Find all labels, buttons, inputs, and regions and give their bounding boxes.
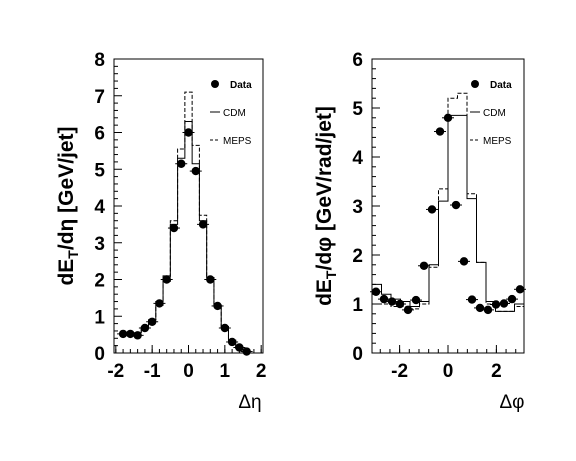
eta-ylabel-sub: T (65, 250, 81, 259)
eta-x-tick-label: 2 (256, 361, 267, 382)
eta-y-tick-label: 2 (94, 271, 105, 292)
phi-ylabel-sub: T (323, 270, 339, 279)
phi-y-axis-label: dET/dφ [GeV/rad/jet] (313, 106, 339, 306)
phi-ylabel-main: dE (313, 279, 336, 306)
eta-ylabel-main: dE (55, 259, 78, 286)
phi-legend: Data CDM MEPS (470, 80, 512, 147)
phi-x-tick-label: -2 (391, 361, 408, 382)
eta-panel: 0 1 2 3 4 5 6 7 8 -2 -1 0 1 2 Data CDM MEPS Δη dET/dη… (55, 50, 266, 413)
phi-y-tick-label: 0 (352, 344, 363, 365)
phi-x-axis-label: Δφ (499, 392, 524, 413)
eta-legend: Data CDM MEPS (210, 80, 252, 147)
eta-y-axis-label: dET/dη [GeV/jet] (55, 126, 81, 285)
eta-y-tick-label: 6 (94, 124, 105, 145)
legend-meps-label: MEPS (483, 136, 512, 147)
eta-x-tick-label: -2 (107, 361, 124, 382)
eta-y-tick-label: 1 (94, 307, 105, 328)
phi-x-tick-label: 2 (491, 361, 502, 382)
eta-plot-frame (113, 58, 264, 354)
legend-data-marker (211, 80, 219, 88)
legend-cdm-label: CDM (223, 108, 246, 119)
phi-y-tick-label: 5 (352, 99, 363, 120)
eta-y-tick-label: 5 (94, 160, 105, 181)
eta-meps-histogram (119, 91, 251, 353)
eta-x-tick-label: -1 (144, 361, 161, 382)
phi-panel: 0 1 2 3 4 5 6 -2 0 2 Data CDM MEPS Δφ dET/dφ [GeV… (313, 50, 526, 413)
eta-y-tick-label: 8 (94, 50, 105, 71)
phi-y-tick-label: 4 (352, 148, 363, 169)
legend-data-marker (471, 80, 479, 88)
eta-cdm-histogram (119, 120, 251, 352)
eta-y-tick-label: 0 (94, 344, 105, 365)
eta-x-tick-label: 1 (220, 361, 231, 382)
eta-axes: 0 1 2 3 4 5 6 7 8 -2 -1 0 1 2 (94, 50, 266, 382)
eta-x-tick-label: 0 (183, 361, 194, 382)
legend-cdm-label: CDM (483, 108, 506, 119)
phi-y-tick-label: 3 (352, 197, 363, 218)
phi-y-tick-label: 6 (352, 50, 363, 71)
eta-y-tick-label: 3 (94, 234, 105, 255)
eta-x-axis-label: Δη (238, 392, 261, 413)
phi-x-tick-label: 0 (443, 361, 454, 382)
phi-plot-marks (370, 92, 526, 315)
legend-meps-label: MEPS (223, 136, 252, 147)
legend-data-label: Data (230, 80, 252, 91)
phi-ylabel-rest: /dφ [GeV/rad/jet] (313, 106, 336, 270)
phi-axes: 0 1 2 3 4 5 6 -2 0 2 (352, 50, 517, 382)
eta-y-tick-label: 4 (94, 197, 105, 218)
phi-y-tick-label: 1 (352, 295, 363, 316)
phi-y-tick-label: 2 (352, 246, 363, 267)
eta-plot-marks (117, 91, 253, 356)
legend-data-label: Data (490, 80, 512, 91)
phi-plot-frame (371, 58, 525, 354)
eta-y-tick-label: 7 (94, 87, 105, 108)
eta-ylabel-rest: /dη [GeV/jet] (55, 126, 78, 250)
